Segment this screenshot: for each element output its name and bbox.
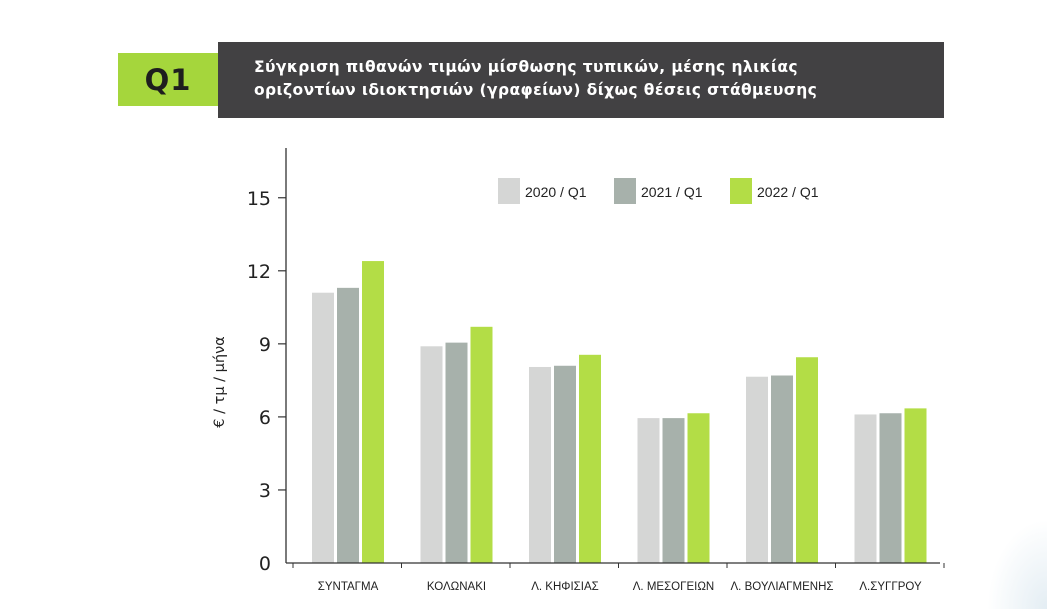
bar-6-series-2 [879, 413, 902, 563]
x-tick-label: ΚΟΛΩΝΑΚΙ [427, 581, 486, 593]
bar-3-series-3 [579, 354, 601, 563]
bar-4-series-3 [687, 413, 710, 563]
bar-6-series-1 [854, 414, 877, 563]
bar-5-series-1 [746, 376, 768, 563]
y-tick-label: 0 [259, 553, 271, 575]
legend-label-1: 2020 / Q1 [525, 184, 587, 200]
y-tick-label: 3 [259, 480, 271, 502]
bar-5-series-2 [771, 375, 793, 563]
chart-title-line-2: οριζοντίων ιδιοκτησιών (γραφείων) δίχως … [254, 81, 818, 99]
y-tick-label: 12 [247, 261, 271, 283]
bar-1-series-2 [337, 287, 359, 563]
bar-5-series-3 [796, 357, 818, 563]
x-tick-label: Λ. ΜΕΣΟΓΕΙΩΝ [633, 581, 714, 593]
legend-swatch-3 [730, 178, 752, 204]
bar-4-series-2 [662, 418, 685, 563]
bar-6-series-3 [904, 408, 927, 563]
y-tick-label: 6 [259, 407, 271, 429]
x-tick-label: Λ. ΚΗΦΙΣΙΑΣ [531, 581, 599, 593]
legend-swatch-2 [614, 178, 636, 204]
legend-label-2: 2021 / Q1 [641, 184, 703, 200]
x-tick-label: Λ.ΣΥΓΓΡΟΥ [859, 581, 922, 593]
y-tick-label: 15 [247, 188, 271, 210]
y-axis-label: € / τμ / μήνα [212, 336, 228, 427]
bar-3-series-2 [554, 365, 576, 563]
quarter-badge: Q1 [118, 53, 218, 106]
bar-2-series-1 [420, 346, 443, 563]
x-tick-label: Λ. ΒΟΥΛΙΑΓΜΕΝΗΣ [731, 581, 834, 593]
bar-2-series-2 [445, 342, 468, 563]
corner-decoration [987, 519, 1047, 609]
bar-4-series-1 [637, 418, 660, 563]
bar-1-series-3 [362, 261, 384, 563]
chart-title-line-1: Σύγκριση πιθανών τιμών μίσθωσης τυπικών,… [254, 58, 799, 76]
bar-1-series-1 [312, 292, 334, 563]
chart-title-bar: Σύγκριση πιθανών τιμών μίσθωσης τυπικών,… [218, 42, 944, 118]
y-tick-label: 9 [259, 334, 271, 356]
legend-label-3: 2022 / Q1 [757, 184, 819, 200]
bar-3-series-1 [529, 366, 551, 563]
legend-swatch-1 [498, 178, 520, 204]
x-tick-label: ΣΥΝΤΑΓΜΑ [318, 581, 379, 593]
bar-2-series-3 [470, 326, 493, 563]
